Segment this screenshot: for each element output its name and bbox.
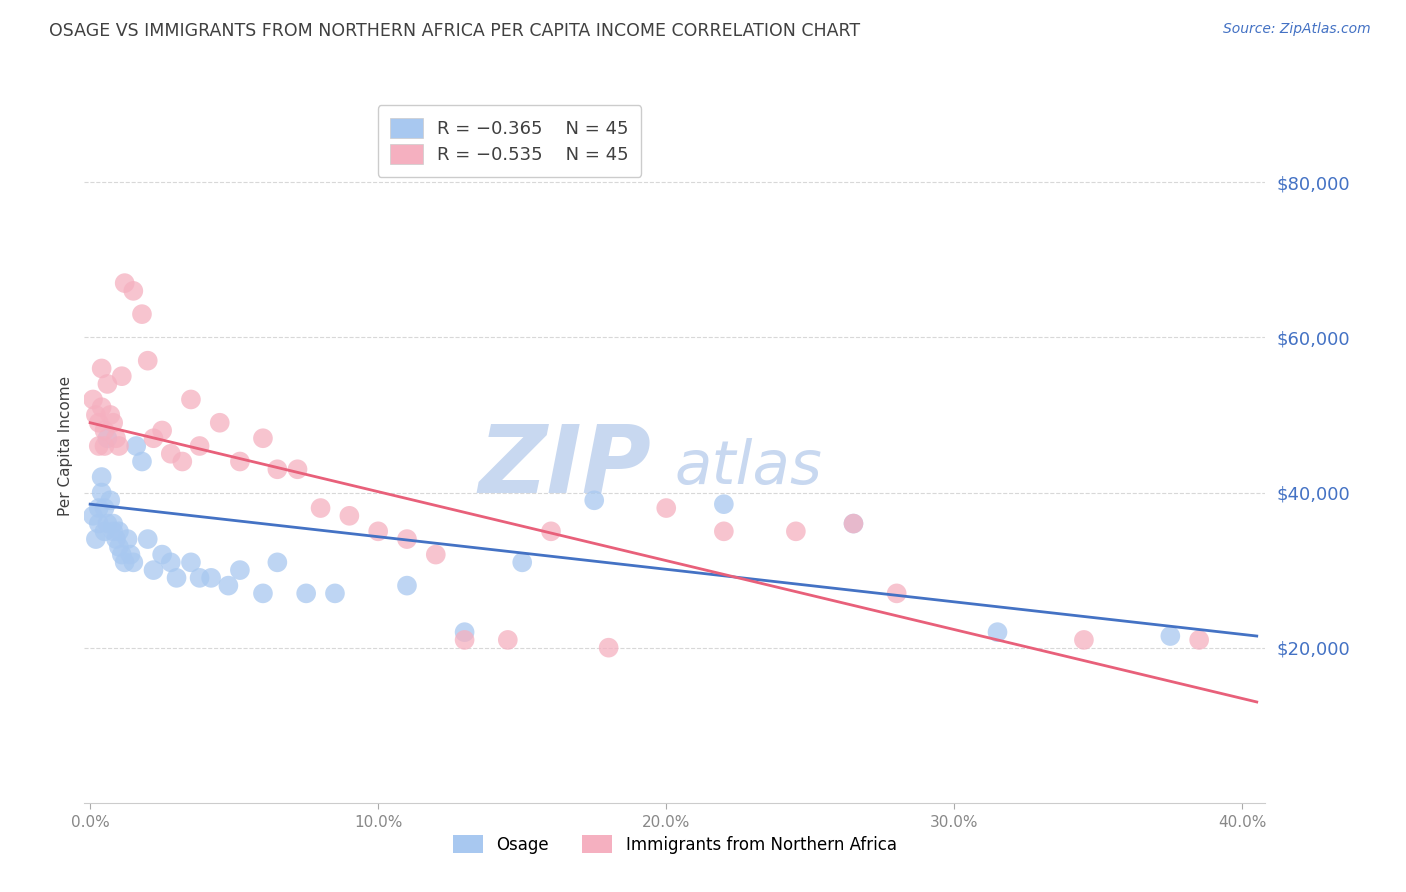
Point <box>172 454 194 468</box>
Point <box>90 361 112 376</box>
Point <box>323 586 346 600</box>
Text: ZIP: ZIP <box>478 421 651 514</box>
Point <box>125 439 148 453</box>
Point <box>1073 632 1095 647</box>
Point <box>395 579 418 593</box>
Point <box>150 548 173 562</box>
Point <box>90 485 112 500</box>
Point <box>87 501 110 516</box>
Point <box>453 632 475 647</box>
Point <box>229 563 252 577</box>
Point <box>1159 629 1181 643</box>
Point <box>188 571 211 585</box>
Point <box>136 532 159 546</box>
Point <box>252 431 274 445</box>
Point <box>101 416 124 430</box>
Point <box>287 462 309 476</box>
Point <box>98 493 121 508</box>
Point <box>84 408 107 422</box>
Point <box>713 497 735 511</box>
Point <box>93 424 115 438</box>
Point <box>82 392 104 407</box>
Point <box>96 431 118 445</box>
Point <box>986 625 1008 640</box>
Point <box>208 416 231 430</box>
Point <box>98 408 121 422</box>
Point <box>96 376 118 391</box>
Point <box>367 524 389 539</box>
Point <box>131 307 153 321</box>
Point <box>90 401 112 415</box>
Point <box>886 586 908 600</box>
Point <box>510 555 533 569</box>
Point <box>111 369 134 384</box>
Point <box>713 524 735 539</box>
Text: Source: ZipAtlas.com: Source: ZipAtlas.com <box>1223 22 1371 37</box>
Point <box>122 284 145 298</box>
Point <box>120 548 142 562</box>
Point <box>93 524 115 539</box>
Point <box>93 501 115 516</box>
Point <box>114 555 136 569</box>
Point <box>252 586 274 600</box>
Point <box>842 516 865 531</box>
Point <box>583 493 606 508</box>
Point <box>136 353 159 368</box>
Point <box>150 424 173 438</box>
Point <box>655 501 678 516</box>
Point <box>84 532 107 546</box>
Point <box>111 548 134 562</box>
Point <box>87 516 110 531</box>
Point <box>166 571 188 585</box>
Point <box>82 508 104 523</box>
Point <box>108 524 131 539</box>
Point <box>785 524 807 539</box>
Point <box>309 501 332 516</box>
Text: atlas: atlas <box>675 438 823 497</box>
Point <box>117 532 139 546</box>
Point <box>122 555 145 569</box>
Legend: Osage, Immigrants from Northern Africa: Osage, Immigrants from Northern Africa <box>444 827 905 863</box>
Point <box>101 524 124 539</box>
Point <box>87 439 110 453</box>
Point <box>131 454 153 468</box>
Point <box>159 555 181 569</box>
Point <box>105 431 128 445</box>
Point <box>496 632 519 647</box>
Point <box>142 431 165 445</box>
Point <box>90 470 112 484</box>
Point <box>101 516 124 531</box>
Point <box>159 447 181 461</box>
Point <box>188 439 211 453</box>
Text: OSAGE VS IMMIGRANTS FROM NORTHERN AFRICA PER CAPITA INCOME CORRELATION CHART: OSAGE VS IMMIGRANTS FROM NORTHERN AFRICA… <box>49 22 860 40</box>
Point <box>93 439 115 453</box>
Point <box>114 276 136 290</box>
Point <box>229 454 252 468</box>
Point <box>842 516 865 531</box>
Point <box>598 640 620 655</box>
Point <box>266 555 288 569</box>
Point <box>108 540 131 554</box>
Y-axis label: Per Capita Income: Per Capita Income <box>58 376 73 516</box>
Point <box>295 586 318 600</box>
Point <box>266 462 288 476</box>
Point <box>87 416 110 430</box>
Point <box>540 524 562 539</box>
Point <box>96 516 118 531</box>
Point <box>453 625 475 640</box>
Point <box>425 548 447 562</box>
Point <box>1188 632 1211 647</box>
Point <box>200 571 222 585</box>
Point <box>217 579 239 593</box>
Point <box>180 555 202 569</box>
Point <box>337 508 360 523</box>
Point <box>180 392 202 407</box>
Point <box>105 532 128 546</box>
Point <box>108 439 131 453</box>
Point <box>142 563 165 577</box>
Point <box>395 532 418 546</box>
